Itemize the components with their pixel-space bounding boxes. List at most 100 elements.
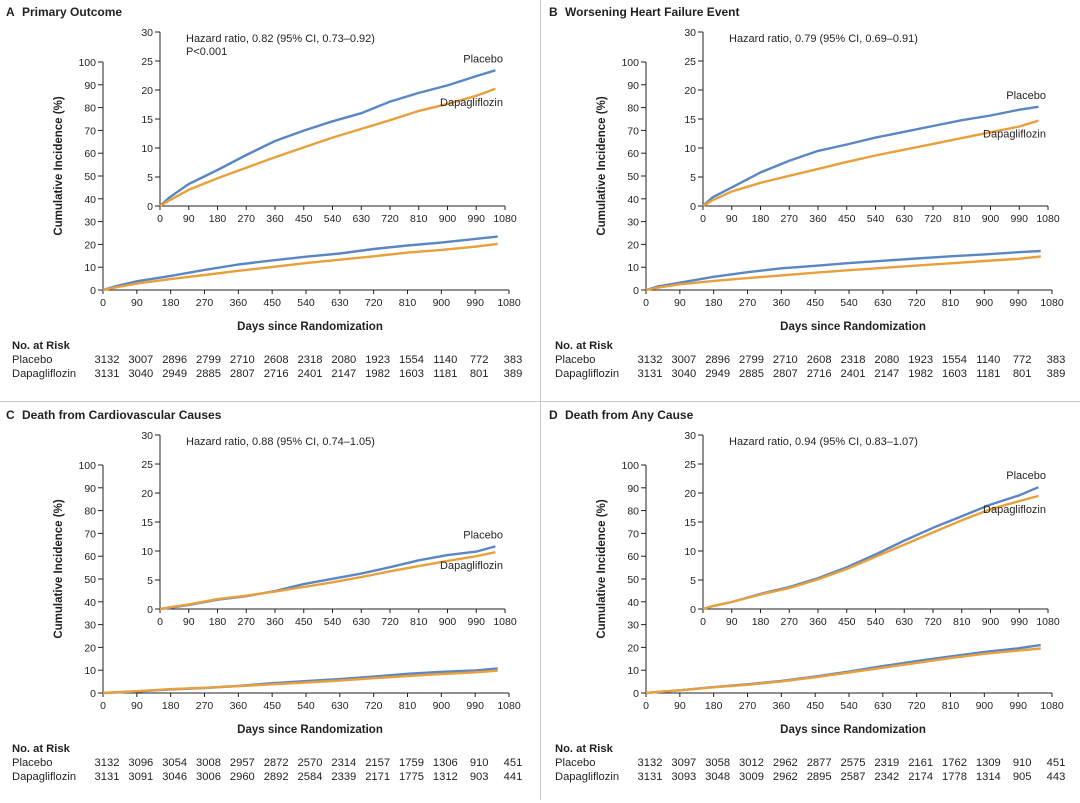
inset-x-tick-label: 180 — [752, 616, 770, 628]
risk-count: 2319 — [874, 757, 900, 769]
y-axis-title: Cumulative Incidence (%) — [596, 499, 608, 638]
y-axis-title: Cumulative Incidence (%) — [53, 499, 65, 638]
x-tick-label: 990 — [1009, 297, 1027, 309]
y-tick-label: 90 — [84, 80, 96, 92]
inset-background — [132, 24, 523, 226]
inset-x-tick-label: 540 — [324, 616, 342, 628]
risk-row-label: Placebo — [12, 757, 53, 769]
panel-letter: D — [549, 408, 558, 422]
inset-axes: 0 5 10 15 20 25 30 0 90 180 270 360 450 540 630 720 810 9… — [132, 24, 523, 226]
risk-count: 383 — [503, 354, 523, 366]
y-tick-label: 80 — [627, 103, 639, 115]
y-tick-label: 10 — [84, 665, 96, 677]
risk-row-dapagliflozin: Dapagliflozin 3131 3040 2949 2885 2807 2716 240… — [12, 367, 522, 381]
inset-x-tick-label: 450 — [295, 616, 313, 628]
inset-x-tick-label: 270 — [237, 616, 255, 628]
x-tick-label: 810 — [399, 700, 417, 712]
y-tick-label: 30 — [84, 217, 96, 229]
inset-x-tick-label: 450 — [838, 616, 856, 628]
x-axis-title: Days since Randomization — [780, 724, 926, 736]
risk-count: 2716 — [806, 368, 832, 380]
main-series-line-placebo — [645, 249, 1041, 292]
hazard-ratio-annotation: Hazard ratio, 0.82 (95% CI, 0.73–0.92) — [186, 33, 375, 45]
risk-count: 451 — [1046, 757, 1066, 769]
inset-x-tick-label: 180 — [209, 616, 227, 628]
panel-letter: B — [549, 5, 558, 19]
y-tick-label: 50 — [627, 171, 639, 183]
x-tick-label: 810 — [942, 297, 960, 309]
y-tick-label: 30 — [627, 217, 639, 229]
inset-x-tick-label: 720 — [924, 616, 942, 628]
risk-count: 3131 — [637, 368, 663, 380]
x-tick-label: 540 — [297, 700, 315, 712]
inset-x-tick-label: 1080 — [1036, 213, 1060, 225]
risk-table: No. at Risk Placebo 3132 3007 2896 2799 2710 26… — [555, 339, 1065, 381]
inset-y-tick-label: 15 — [684, 114, 696, 126]
hazard-ratio-annotation: Hazard ratio, 0.94 (95% CI, 0.83–1.07) — [729, 436, 918, 448]
panel-c: C Death from Cardiovascular Causes 0 10 20 30… — [0, 403, 540, 803]
x-tick-label: 450 — [263, 297, 281, 309]
x-tick-label: 450 — [806, 700, 824, 712]
risk-count: 1603 — [399, 368, 424, 380]
x-tick-label: 900 — [433, 700, 451, 712]
inset-y-tick-label: 25 — [141, 56, 153, 68]
risk-count: 2949 — [162, 368, 188, 380]
main-series-line-dapagliflozin — [645, 255, 1041, 292]
y-tick-label: 60 — [84, 551, 96, 563]
risk-count: 1775 — [399, 771, 424, 783]
risk-count: 2318 — [297, 354, 323, 366]
inset-x-tick-label: 900 — [982, 616, 1000, 628]
y-tick-label: 20 — [627, 239, 639, 251]
y-tick-label: 100 — [621, 460, 639, 472]
inset-series-line-placebo — [159, 69, 496, 207]
inset-x-tick-label: 810 — [410, 213, 428, 225]
risk-count: 2807 — [229, 368, 255, 380]
inset-y-tick-label: 25 — [684, 459, 696, 471]
inset-y-tick-label: 15 — [684, 517, 696, 529]
y-tick-label: 100 — [621, 57, 639, 69]
risk-count: 443 — [1046, 771, 1066, 783]
inset-y-tick-label: 20 — [684, 488, 696, 500]
inset-y-tick-label: 25 — [684, 56, 696, 68]
x-tick-label: 900 — [976, 700, 994, 712]
risk-count: 2314 — [331, 757, 357, 769]
inset-x-tick-label: 360 — [266, 213, 284, 225]
risk-count: 2710 — [772, 354, 798, 366]
x-tick-label: 720 — [908, 297, 926, 309]
risk-count: 2799 — [196, 354, 221, 366]
risk-count: 3096 — [128, 757, 154, 769]
inset-background — [132, 427, 523, 629]
inset-x-tick-label: 90 — [183, 616, 195, 628]
risk-count: 383 — [1046, 354, 1066, 366]
inset-x-tick-label: 720 — [381, 616, 399, 628]
x-tick-label: 90 — [674, 297, 686, 309]
inset-y-tick-label: 5 — [147, 172, 153, 184]
x-tick-label: 270 — [739, 297, 757, 309]
x-tick-label: 0 — [643, 700, 649, 712]
y-tick-label: 70 — [627, 528, 639, 540]
inset-axes: 0 5 10 15 20 25 30 0 90 180 270 360 450 540 630 720 810 9… — [675, 24, 1066, 226]
y-tick-label: 30 — [84, 620, 96, 632]
risk-count: 2896 — [705, 354, 731, 366]
risk-count: 1923 — [365, 354, 391, 366]
y-tick-label: 100 — [78, 460, 96, 472]
risk-count: 2161 — [908, 757, 934, 769]
risk-count: 3058 — [705, 757, 731, 769]
risk-table-title: No. at Risk — [12, 340, 70, 352]
y-tick-label: 50 — [84, 574, 96, 586]
risk-count: 3007 — [128, 354, 154, 366]
risk-table-title: No. at Risk — [12, 743, 70, 755]
series-label-dapagliflozin: Dapagliflozin — [983, 504, 1046, 516]
y-tick-label: 50 — [627, 574, 639, 586]
inset-x-tick-label: 810 — [410, 616, 428, 628]
risk-table: No. at Risk Placebo 3132 3097 3058 3012 2962 28… — [555, 742, 1065, 784]
inset-y-tick-label: 20 — [141, 488, 153, 500]
inset-y-tick-label: 30 — [141, 430, 153, 442]
hazard-ratio-annotation: Hazard ratio, 0.88 (95% CI, 0.74–1.05) — [186, 436, 375, 448]
x-tick-label: 270 — [196, 700, 214, 712]
risk-count: 2171 — [365, 771, 391, 783]
risk-count: 2960 — [229, 771, 255, 783]
